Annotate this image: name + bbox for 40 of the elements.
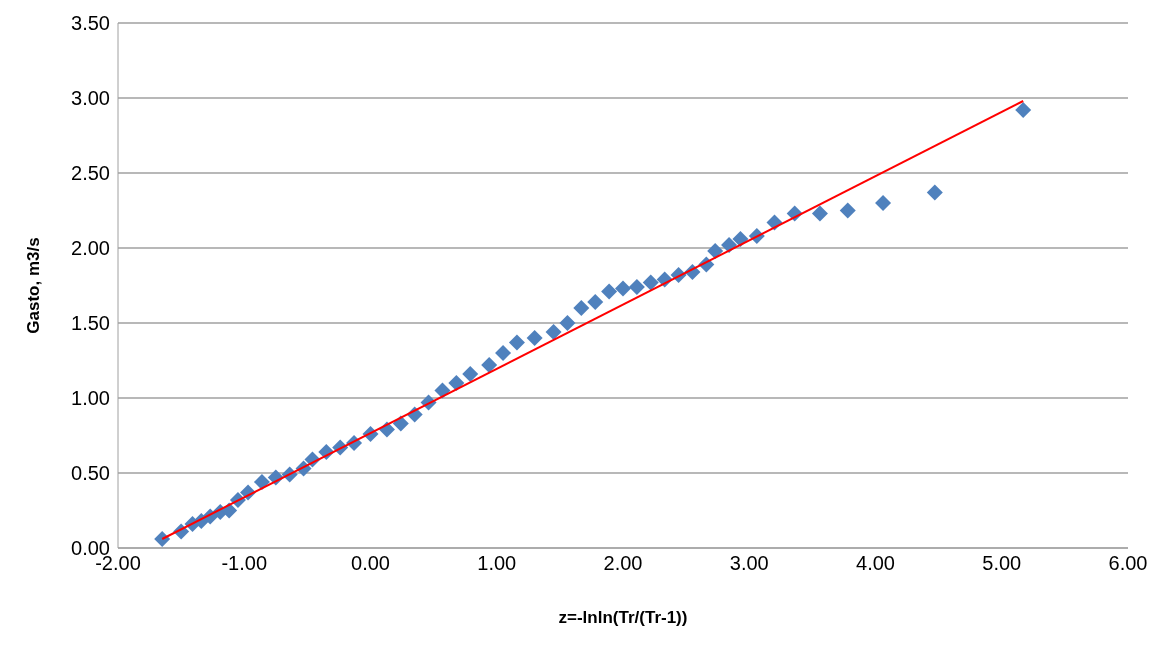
point [481, 357, 498, 373]
y-tick-label: 2.50 [71, 162, 110, 185]
point [875, 195, 892, 211]
point [839, 202, 856, 219]
y-tick-label: 3.50 [71, 12, 110, 35]
x-tick-label: 3.00 [729, 552, 769, 575]
point [495, 345, 512, 361]
point [448, 375, 465, 391]
point [573, 300, 590, 316]
y-tick-label: 3.00 [71, 87, 110, 110]
point [926, 184, 943, 201]
point [392, 415, 409, 432]
point [587, 294, 604, 310]
x-tick-label: 2.00 [603, 552, 643, 575]
x-tick-label: 1.00 [477, 552, 517, 575]
point [615, 280, 631, 297]
point [559, 315, 576, 331]
x-tick-label: 4.00 [856, 552, 895, 575]
x-tick-label: -1.00 [221, 552, 268, 575]
x-tick-label: 0.00 [351, 552, 390, 575]
point [732, 231, 749, 247]
point [154, 531, 171, 547]
y-tick-label: 1.50 [71, 312, 110, 335]
point [1015, 102, 1032, 118]
point [707, 243, 724, 259]
point [462, 366, 479, 382]
x-axis-title: z=-lnln(Tr/(Tr-1)) [558, 608, 688, 627]
point [526, 330, 543, 346]
point [811, 205, 828, 222]
y-tick-label: 1.00 [71, 387, 110, 410]
y-tick-label: 0.50 [71, 462, 110, 485]
x-tick-label: 6.00 [1108, 552, 1148, 575]
point [601, 283, 618, 300]
y-axis-title: Gasto, m3/s [24, 237, 44, 334]
point [545, 324, 562, 340]
y-tick-label: 2.00 [71, 237, 110, 260]
x-tick-label: 5.00 [982, 552, 1022, 575]
point [628, 279, 645, 295]
point [642, 274, 659, 291]
point [508, 334, 525, 351]
